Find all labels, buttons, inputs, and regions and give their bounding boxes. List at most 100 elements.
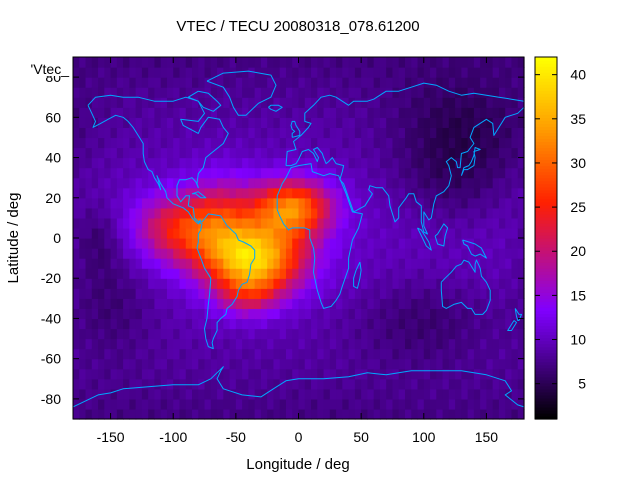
heatmap-cell <box>235 127 243 139</box>
heatmap-cell <box>179 238 187 249</box>
heatmap-cell <box>210 207 218 219</box>
heatmap-cell <box>323 97 331 108</box>
colorbar-segment <box>535 244 557 248</box>
heatmap-cell <box>311 398 318 410</box>
heatmap-cell <box>317 398 325 410</box>
heatmap-cell <box>98 167 105 179</box>
heatmap-cell <box>379 127 387 139</box>
heatmap-cell <box>417 238 425 249</box>
heatmap-cell <box>467 87 475 98</box>
heatmap-cell <box>323 238 331 249</box>
heatmap-cell <box>461 258 469 269</box>
colorbar-segment <box>535 93 557 97</box>
heatmap-cell <box>285 217 293 229</box>
heatmap-cell <box>336 57 343 68</box>
colorbar-segment <box>535 310 557 315</box>
heatmap-cell <box>85 238 93 249</box>
heatmap-cell <box>511 157 519 169</box>
heatmap-cell <box>91 137 99 149</box>
heatmap-cell <box>273 258 281 269</box>
heatmap-cell <box>254 268 262 279</box>
heatmap-cell <box>436 398 444 410</box>
heatmap-cell <box>411 248 419 259</box>
heatmap-cell <box>373 127 381 139</box>
heatmap-cell <box>411 207 419 219</box>
heatmap-cell <box>379 278 387 289</box>
heatmap-cell <box>517 288 525 299</box>
heatmap-cell <box>417 258 425 269</box>
heatmap-cell <box>361 167 368 179</box>
heatmap-cell <box>329 117 337 128</box>
heatmap-cell <box>373 348 381 360</box>
heatmap-cell <box>473 227 481 239</box>
heatmap-cell <box>248 298 256 309</box>
heatmap-cell <box>467 177 475 189</box>
heatmap-cell <box>260 368 268 380</box>
heatmap-cell <box>279 157 287 169</box>
heatmap-cell <box>505 268 513 279</box>
heatmap-cell <box>373 67 381 78</box>
heatmap-cell <box>104 77 112 88</box>
heatmap-cell <box>329 378 337 390</box>
heatmap-cell <box>267 97 275 108</box>
heatmap-cell <box>367 278 375 289</box>
heatmap-cell <box>279 167 287 179</box>
heatmap-cell <box>505 368 513 380</box>
colorbar-segment <box>535 132 557 137</box>
heatmap-cell <box>511 398 519 410</box>
heatmap-cell <box>486 278 494 289</box>
heatmap-cell <box>185 368 193 380</box>
heatmap-cell <box>398 368 406 380</box>
heatmap-cell <box>135 388 143 400</box>
heatmap-cell <box>342 348 350 360</box>
heatmap-cell <box>166 77 174 88</box>
colorbar-segment <box>535 216 557 221</box>
heatmap-cell <box>273 97 281 108</box>
heatmap-cell <box>217 238 224 249</box>
heatmap-cell <box>254 207 262 219</box>
heatmap-cell <box>123 278 130 289</box>
heatmap-cell <box>248 67 256 78</box>
heatmap-cell <box>185 177 193 189</box>
heatmap-cell <box>104 338 112 350</box>
heatmap-cell <box>373 278 381 289</box>
heatmap-cell <box>104 107 112 118</box>
heatmap-cell <box>511 378 519 390</box>
coastline-asia-south <box>286 106 525 235</box>
heatmap-cell <box>204 157 212 169</box>
heatmap-cell <box>386 97 394 108</box>
heatmap-cell <box>442 117 450 128</box>
heatmap-cell <box>285 268 293 279</box>
heatmap-cell <box>160 398 168 410</box>
heatmap-cell <box>398 147 406 159</box>
heatmap-cell <box>342 137 350 149</box>
heatmap-cell <box>492 378 500 390</box>
heatmap-cell <box>179 107 187 118</box>
colorbar-segment <box>535 385 557 390</box>
heatmap-cell <box>185 227 193 239</box>
heatmap-cell <box>91 197 99 209</box>
heatmap-cell <box>104 167 112 179</box>
heatmap-cell <box>85 147 93 159</box>
heatmap-cell <box>386 87 394 98</box>
heatmap-cell <box>79 77 87 88</box>
heatmap-cell <box>298 177 306 189</box>
heatmap-cell <box>486 97 494 108</box>
heatmap-cell <box>323 378 331 390</box>
heatmap-cell <box>248 388 256 400</box>
coastline-antarctica <box>72 366 525 408</box>
heatmap-cell <box>104 368 112 380</box>
y-tick-label: -20 <box>41 270 61 286</box>
heatmap-cell <box>223 358 231 370</box>
heatmap-cell <box>467 278 475 289</box>
heatmap-cell <box>511 97 519 108</box>
heatmap-cell <box>467 348 475 360</box>
heatmap-cell <box>192 77 199 88</box>
heatmap-cell <box>73 177 80 189</box>
heatmap-cell <box>79 227 87 239</box>
heatmap-cell <box>430 328 437 340</box>
heatmap-cell <box>317 167 325 179</box>
heatmap-cell <box>517 328 525 340</box>
heatmap-cell <box>254 398 262 410</box>
heatmap-cell <box>179 157 187 169</box>
